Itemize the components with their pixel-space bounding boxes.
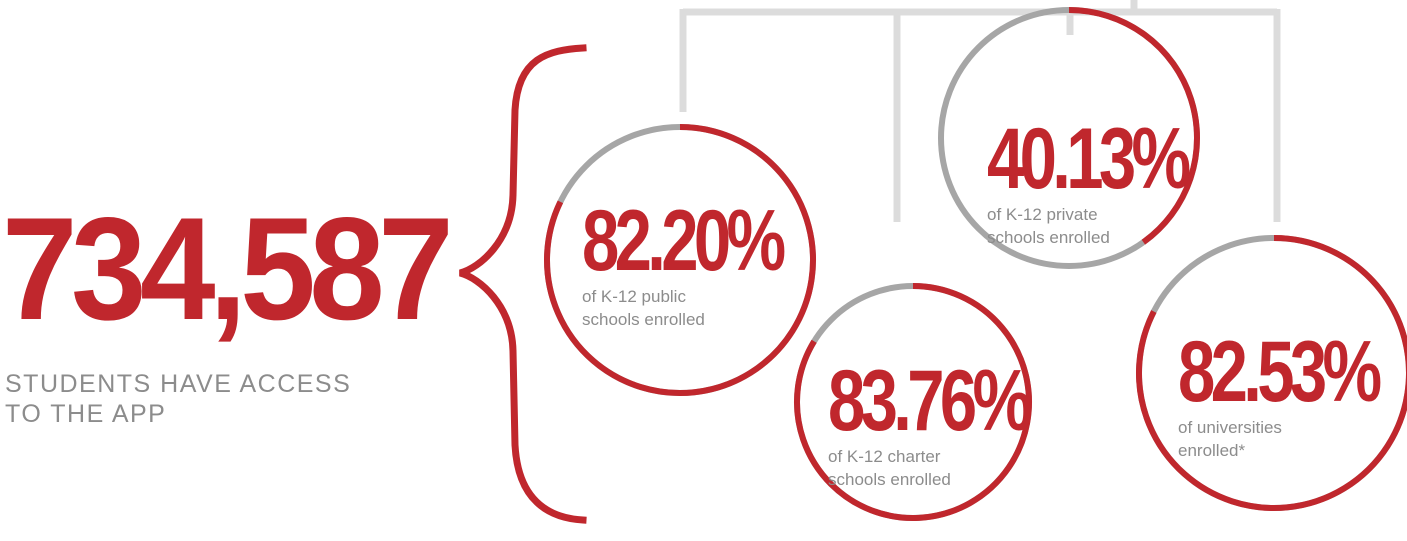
ring-universities-progress (1136, 235, 1407, 511)
stat-label-line: of K-12 charter (828, 447, 941, 466)
caption-line-1: STUDENTS HAVE ACCESS (5, 370, 352, 398)
ring-public-progress (544, 124, 816, 396)
stat-public-schools: 82.20% of K-12 public schools enrolled (582, 198, 838, 332)
connector-lines (679, 0, 1281, 222)
total-students-count: 734,587 (2, 187, 454, 350)
stat-private-schools: 40.13% of K-12 private schools enrolled (987, 116, 1243, 250)
total-students-caption: STUDENTS HAVE ACCESS TO THE APP (5, 370, 351, 429)
caption-line-2: TO THE APP (5, 399, 167, 428)
stat-label-line: schools enrolled (582, 309, 705, 329)
ring-private-progress (1068, 7, 1200, 245)
stat-label: of K-12 charter schools enrolled (828, 446, 1084, 492)
stat-label: of universities enrolled* (1178, 417, 1407, 463)
stat-value: 83.76% (828, 353, 1032, 449)
stat-label-line: of universities (1178, 418, 1282, 437)
stat-label: of K-12 public schools enrolled (582, 286, 838, 332)
curly-brace (458, 44, 587, 524)
stat-value: 40.13% (987, 111, 1191, 207)
stat-label-line: of K-12 public (582, 287, 686, 306)
stat-value: 82.20% (582, 193, 786, 289)
stat-value: 82.53% (1178, 324, 1382, 420)
progress-rings (544, 7, 1407, 521)
stat-label-line: schools enrolled (987, 227, 1110, 247)
stat-label: of K-12 private schools enrolled (987, 204, 1243, 250)
stat-universities: 82.53% of universities enrolled* (1178, 329, 1407, 463)
stat-label-line: of K-12 private (987, 205, 1098, 224)
stat-charter-schools: 83.76% of K-12 charter schools enrolled (828, 358, 1084, 492)
ring-charter-progress (794, 283, 1032, 521)
stat-label-line: schools enrolled (828, 469, 951, 489)
stat-label-line: enrolled* (1178, 440, 1246, 460)
